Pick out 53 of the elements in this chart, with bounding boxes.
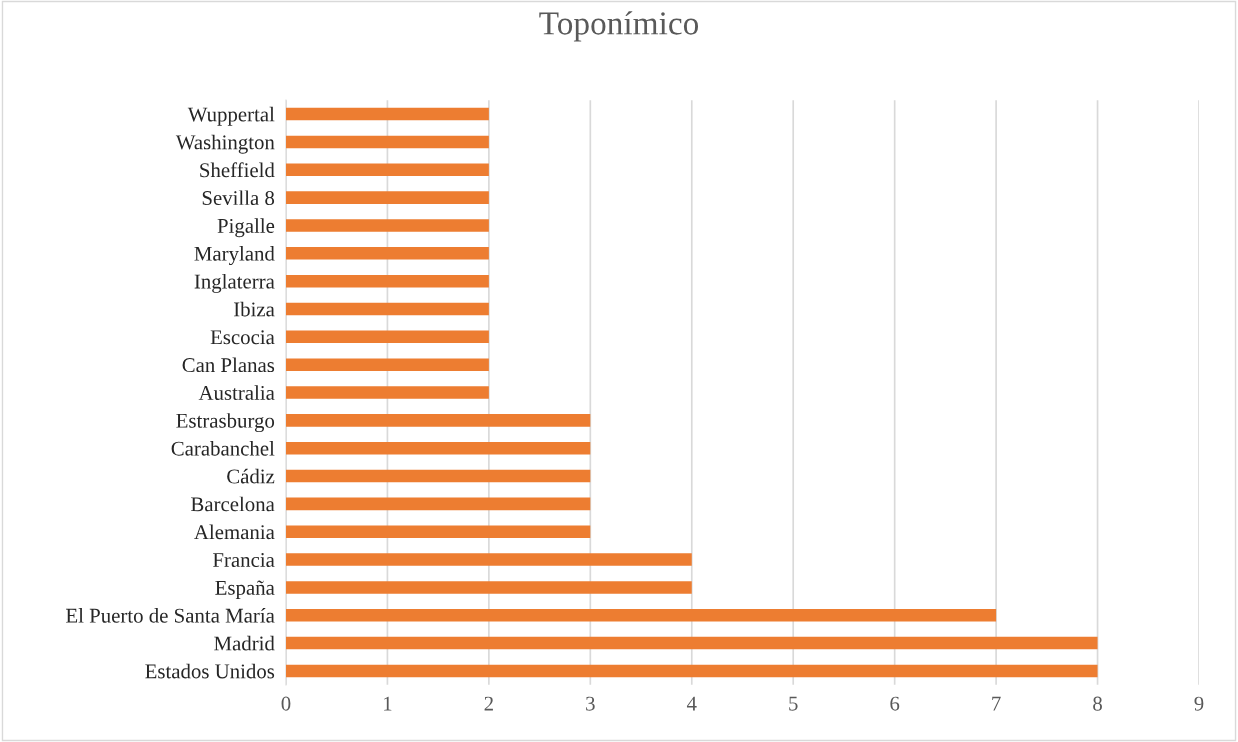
chart-title: Toponímico bbox=[539, 11, 699, 42]
bar bbox=[285, 163, 489, 177]
x-tick-label: 2 bbox=[484, 696, 493, 711]
y-tick-label: Cádiz bbox=[227, 468, 275, 484]
bar bbox=[285, 274, 489, 288]
y-tick-label: Ibiza bbox=[233, 301, 275, 317]
bar bbox=[285, 441, 591, 455]
bar bbox=[285, 302, 489, 316]
y-tick-label: Washington bbox=[175, 134, 275, 154]
x-tick-label: 0 bbox=[281, 696, 291, 711]
y-tick-label: Carabanchel bbox=[171, 440, 275, 456]
y-tick-label: Can Planas bbox=[182, 357, 275, 373]
x-tick-label: 5 bbox=[789, 696, 798, 711]
bar bbox=[285, 525, 591, 538]
y-tick-label: España bbox=[215, 580, 275, 600]
y-tick-label: Sheffield bbox=[200, 162, 275, 178]
y-tick-label: Estados Unidos bbox=[145, 663, 275, 679]
bar bbox=[285, 135, 489, 149]
y-tick-label: Escocia bbox=[210, 330, 275, 345]
bar bbox=[285, 497, 591, 511]
bar bbox=[285, 553, 692, 566]
y-tick-label: Inglaterra bbox=[194, 273, 275, 293]
x-tick-label: 8 bbox=[1093, 696, 1102, 711]
x-tick-label: 4 bbox=[686, 696, 697, 711]
bar bbox=[285, 414, 591, 427]
x-tick-label: 7 bbox=[992, 696, 1001, 711]
bar bbox=[285, 191, 489, 204]
bar bbox=[285, 358, 489, 371]
y-tick-label: Madrid bbox=[214, 635, 275, 651]
bar bbox=[285, 636, 1098, 650]
x-tick-label: 1 bbox=[384, 696, 392, 711]
bar bbox=[285, 330, 489, 344]
bar bbox=[285, 469, 591, 483]
y-tick-label: Sevilla 8 bbox=[202, 190, 275, 206]
y-tick-label: Alemania bbox=[194, 524, 275, 540]
y-tick-label: Maryland bbox=[194, 246, 275, 266]
y-tick-label: Wuppertal bbox=[187, 106, 275, 126]
y-tick-label: Francia bbox=[213, 553, 275, 568]
y-tick-label: El Puerto de Santa María bbox=[66, 608, 275, 623]
y-tick-label: Australia bbox=[198, 385, 275, 400]
x-tick-label: 6 bbox=[890, 696, 900, 711]
x-tick-label: 9 bbox=[1194, 696, 1204, 711]
y-tick-label: Barcelona bbox=[191, 496, 275, 512]
x-tick-label: 3 bbox=[586, 696, 595, 711]
y-tick-label: Pigalle bbox=[217, 218, 275, 238]
bar bbox=[285, 219, 489, 232]
bar bbox=[285, 608, 997, 622]
bar bbox=[285, 581, 692, 594]
bar bbox=[285, 386, 489, 399]
bar bbox=[285, 247, 489, 260]
y-tick-label: Estrasburgo bbox=[176, 413, 275, 433]
bar bbox=[285, 664, 1098, 678]
bar bbox=[285, 107, 489, 121]
